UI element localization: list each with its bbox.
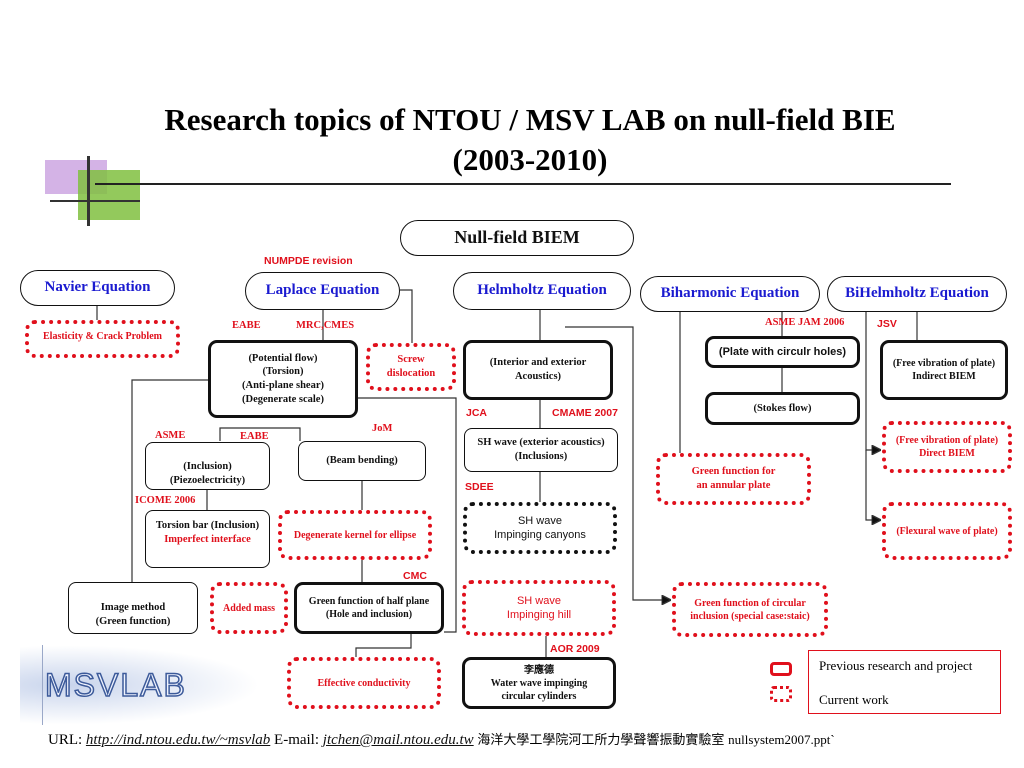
navier-equation: Navier Equation bbox=[20, 270, 175, 306]
footer-url-link[interactable]: http://ind.ntou.edu.tw/~msvlab bbox=[85, 732, 271, 748]
topic-annular-plate: Green function for an annular plate bbox=[656, 453, 811, 505]
title-line-1: Research topics of NTOU / MSV LAB on nul… bbox=[164, 102, 896, 137]
label-icome: ICOME 2006 bbox=[135, 495, 196, 506]
label-asme-jam: ASME JAM 2006 bbox=[765, 317, 845, 328]
topic-torsion-bar: Torsion bar (Inclusion) Imperfect interf… bbox=[145, 510, 270, 568]
topic-screw-dislocation: Screw dislocation bbox=[366, 343, 456, 391]
topic-effective-conductivity: Effective conductivity bbox=[287, 657, 441, 709]
logo-text: MSVLAB bbox=[44, 666, 187, 704]
topic-degenerate-kernel: Degenerate kernel for ellipse bbox=[278, 510, 432, 560]
label-sdee: SDEE bbox=[465, 481, 494, 493]
decor-line-v bbox=[87, 156, 90, 226]
topic-image-method: Image method (Green function) bbox=[68, 582, 198, 634]
slide-title: Research topics of NTOU / MSV LAB on nul… bbox=[90, 100, 970, 180]
label-cmc: CMC bbox=[403, 570, 427, 582]
legend-dotted-icon bbox=[770, 686, 792, 702]
null-field-biem-root: Null-field BIEM bbox=[400, 220, 634, 256]
topic-potential-flow: (Potential flow) (Torsion) (Anti-plane s… bbox=[208, 340, 358, 418]
legend-previous: Previous research and project bbox=[819, 658, 973, 673]
footer-dept: 海洋大學工學院河工所力學聲響振動實驗室 bbox=[477, 732, 725, 747]
label-jca: JCA bbox=[466, 407, 488, 419]
legend-current: Current work bbox=[819, 692, 889, 707]
topic-plate-holes: (Plate with circulr holes) bbox=[705, 336, 860, 368]
helmholtz-equation: Helmholtz Equation bbox=[453, 272, 631, 310]
topic-inclusion: (Inclusion) (Piezoelectricity) bbox=[145, 442, 270, 490]
label-cmame: CMAME 2007 bbox=[552, 407, 618, 419]
topic-free-vibration-direct: (Free vibration of plate) Direct BIEM bbox=[882, 421, 1012, 473]
footer-file: nullsystem2007.ppt` bbox=[728, 732, 835, 747]
topic-beam-bending: (Beam bending) bbox=[298, 441, 426, 481]
logo-line-v bbox=[42, 645, 43, 725]
imperfect-interface-text: Imperfect interface bbox=[164, 533, 251, 545]
footer-url-label: URL: bbox=[48, 732, 83, 748]
topic-half-plane: Green function of half plane (Hole and i… bbox=[294, 582, 444, 634]
title-underline bbox=[95, 183, 951, 185]
biharmonic-equation: Biharmonic Equation bbox=[640, 276, 820, 312]
legend-solid-icon bbox=[770, 662, 792, 676]
topic-circular-inclusion: Green function of circular inclusion (sp… bbox=[672, 582, 828, 637]
footer-email-link[interactable]: jtchen@mail.ntou.edu.tw bbox=[322, 732, 474, 748]
label-asme: ASME bbox=[155, 430, 186, 441]
topic-flexural-wave: (Flexural wave of plate) bbox=[882, 502, 1012, 560]
footer: URL: http://ind.ntou.edu.tw/~msvlab E-ma… bbox=[48, 729, 835, 749]
label-eabe: EABE bbox=[232, 320, 261, 331]
label-jsv: JSV bbox=[877, 318, 897, 330]
topic-elasticity: Elasticity & Crack Problem bbox=[25, 320, 180, 358]
water-wave-author: 李應德 bbox=[524, 664, 554, 676]
msvlab-logo: MSVLAB bbox=[20, 645, 260, 725]
bihelmholtz-equation: BiHelmholtz Equation bbox=[827, 276, 1007, 312]
topic-stokes-flow: (Stokes flow) bbox=[705, 392, 860, 425]
water-wave-text: Water wave impinging circular cylinders bbox=[490, 677, 588, 702]
topic-sh-hill: SH wave Impinging hill bbox=[462, 580, 616, 636]
legend-box: Previous research and project Current wo… bbox=[808, 650, 1001, 714]
topic-sh-canyons: SH wave Impinging canyons bbox=[463, 502, 617, 554]
label-aor: AOR 2009 bbox=[550, 643, 600, 655]
label-jom: JoM bbox=[372, 423, 393, 434]
label-numpde: NUMPDE revision bbox=[264, 255, 353, 267]
laplace-equation: Laplace Equation bbox=[245, 272, 400, 310]
footer-email-label: E-mail: bbox=[274, 732, 320, 748]
decor-line-h bbox=[50, 200, 140, 202]
topic-added-mass: Added mass bbox=[210, 582, 288, 634]
torsion-bar-text: Torsion bar (Inclusion) bbox=[155, 520, 260, 531]
topic-sh-exterior: SH wave (exterior acoustics) (Inclusions… bbox=[464, 428, 618, 472]
topic-free-vibration-indirect: (Free vibration of plate) Indirect BIEM bbox=[880, 340, 1008, 400]
topic-water-wave: 李應德 Water wave impinging circular cylind… bbox=[462, 657, 616, 709]
title-line-2: (2003-2010) bbox=[452, 142, 608, 177]
label-eabe-2: EABE bbox=[240, 431, 269, 442]
label-mrc-cmes: MRC,CMES bbox=[296, 320, 355, 331]
topic-acoustics: (Interior and exterior Acoustics) bbox=[463, 340, 613, 400]
